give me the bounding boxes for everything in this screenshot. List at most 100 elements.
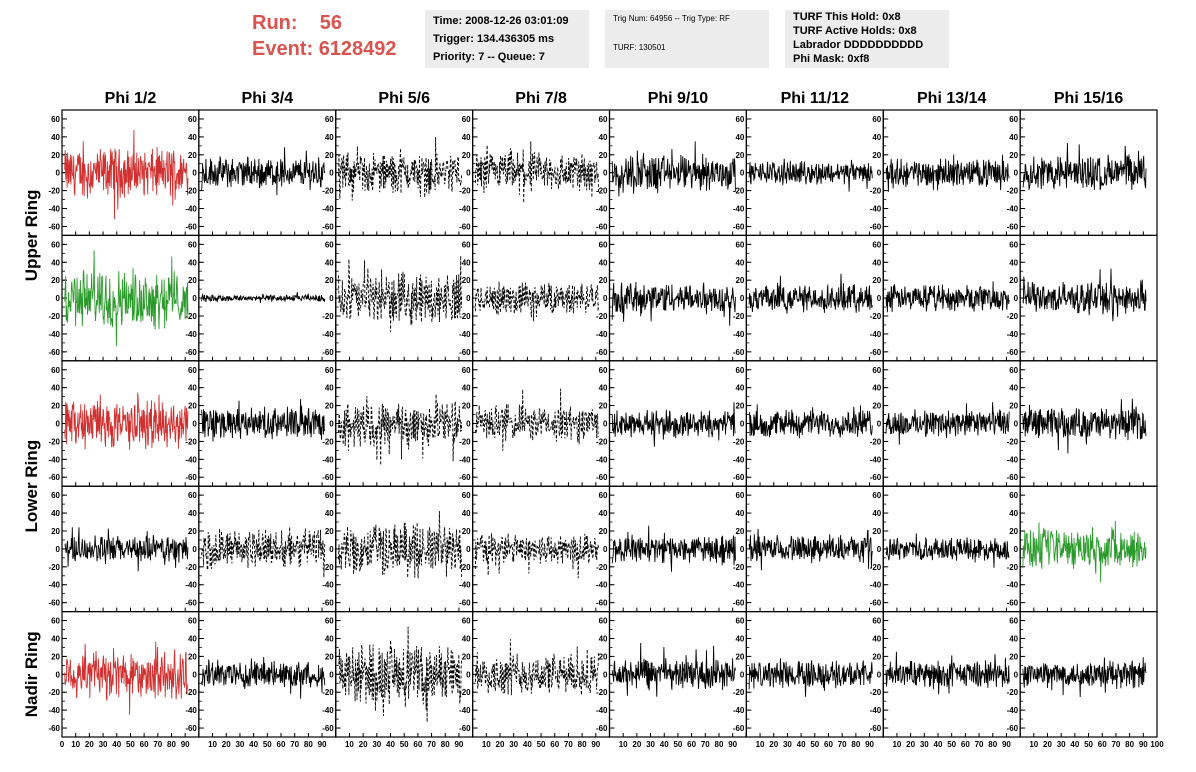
y-tick-label: -40 — [459, 330, 471, 339]
waveform-panel: -60 -40 -20 0 20 40 60 — [48, 360, 200, 487]
y-tick-label: 0 — [603, 169, 608, 178]
waveform-line — [338, 394, 463, 466]
y-tick-label: 0 — [1014, 545, 1019, 554]
y-tick-label: 40 — [872, 258, 881, 267]
y-tick-label: -60 — [596, 599, 608, 608]
x-tick-label: 70 — [975, 740, 984, 749]
y-tick-label: -40 — [596, 581, 608, 590]
y-tick-label: 20 — [735, 652, 744, 661]
event-row: Event: 6128492 — [252, 36, 397, 62]
waveform-panel: -60 -40 -20 0 20 40 60 — [459, 234, 611, 362]
y-tick-label: -60 — [870, 473, 882, 482]
y-tick-label: -60 — [870, 348, 882, 357]
waveform-panel: -60 -40 -20 0 20 40 60 — [1007, 485, 1158, 613]
x-tick-label: 40 — [112, 740, 121, 749]
y-tick-label: 60 — [188, 115, 197, 124]
x-tick-label: 30 — [1057, 740, 1066, 749]
y-tick-label: 20 — [51, 402, 60, 411]
waveform-panel: -60 -40 -20 0 20 40 60 — [1007, 234, 1158, 362]
x-tick-label: 50 — [537, 740, 546, 749]
x-tick-label: 20 — [222, 740, 231, 749]
y-tick-label: -20 — [1007, 437, 1019, 446]
y-tick-label: -60 — [322, 473, 334, 482]
y-tick-label: 40 — [325, 384, 334, 393]
column-title: Phi 1/2 — [105, 90, 157, 107]
y-tick-label: -60 — [596, 724, 608, 733]
waveform-panel: -60 -40 -20 0 20 40 60 — [459, 610, 611, 738]
y-tick-label: 20 — [188, 276, 197, 285]
y-tick-label: 0 — [466, 670, 471, 679]
waveform-panel: -60 -40 -20 0 20 40 60 — [185, 610, 337, 738]
time-text: Time: 2008-12-26 03:01:09 — [433, 15, 569, 27]
waveform-line — [1022, 268, 1147, 322]
waveform-panel: -60 -40 -20 0 20 40 60 — [459, 360, 611, 487]
phi-mask-text: Phi Mask: 0xf8 — [793, 53, 870, 65]
y-tick-label: -60 — [1007, 348, 1019, 357]
y-tick-label: 60 — [1009, 366, 1018, 375]
y-tick-label: -40 — [1007, 330, 1019, 339]
y-tick-label: 40 — [325, 634, 334, 643]
waveform-line — [64, 392, 189, 450]
x-tick-label: 60 — [413, 740, 422, 749]
y-tick-label: -20 — [185, 688, 197, 697]
y-tick-label: 20 — [735, 151, 744, 160]
y-tick-label: -40 — [48, 330, 60, 339]
x-tick-label: 100 — [1150, 740, 1164, 749]
y-tick-label: 60 — [872, 491, 881, 500]
x-tick-label: 30 — [235, 740, 244, 749]
y-tick-label: -60 — [733, 222, 745, 231]
y-tick-label: 0 — [603, 294, 608, 303]
x-tick-label: 80 — [441, 740, 450, 749]
panel-frame — [198, 485, 337, 613]
waveform-line — [201, 147, 326, 196]
y-tick-label: 40 — [188, 509, 197, 518]
y-tick-label: 0 — [329, 294, 334, 303]
y-tick-label: -20 — [48, 187, 60, 196]
x-tick-label: 70 — [701, 740, 710, 749]
y-tick-label: -60 — [733, 599, 745, 608]
waveform-panel: -60 -40 -20 0 20 40 60 — [596, 234, 747, 362]
y-tick-label: 20 — [1009, 151, 1018, 160]
y-tick-label: 40 — [872, 384, 881, 393]
y-tick-label: -60 — [459, 348, 471, 357]
y-tick-label: -40 — [48, 581, 60, 590]
y-tick-label: 20 — [735, 527, 744, 536]
waveform-panel: -60 -40 -20 0 20 40 60 — [596, 485, 747, 613]
y-tick-label: 60 — [462, 115, 471, 124]
y-tick-label: 0 — [192, 169, 197, 178]
y-tick-label: -60 — [596, 348, 608, 357]
y-tick-label: 20 — [325, 527, 334, 536]
waveform-line — [885, 651, 1010, 695]
waveform-line — [64, 129, 189, 220]
x-tick-label: 90 — [1139, 740, 1148, 749]
x-tick-label: 40 — [386, 740, 395, 749]
y-tick-label: 40 — [325, 509, 334, 518]
y-tick-label: -20 — [459, 187, 471, 196]
ring-label: Upper Ring — [22, 190, 41, 282]
x-tick-label: 50 — [810, 740, 819, 749]
y-tick-label: 40 — [188, 384, 197, 393]
y-tick-label: 60 — [325, 617, 334, 626]
waveform-panel: -60 -40 -20 0 20 40 60 — [322, 109, 474, 237]
x-tick-label: 30 — [372, 740, 381, 749]
waveform-line — [474, 141, 599, 204]
y-tick-label: -20 — [870, 563, 882, 572]
y-tick-label: -20 — [459, 312, 471, 321]
x-tick-label: 30 — [920, 740, 929, 749]
event-value: 6128492 — [318, 38, 397, 60]
x-tick-label: 10 — [71, 740, 80, 749]
waveform-panel: -60 -40 -20 0 20 40 60 — [870, 485, 1021, 613]
y-tick-label: 60 — [188, 617, 197, 626]
y-tick-label: 40 — [188, 133, 197, 142]
y-tick-label: 40 — [51, 634, 60, 643]
waveform-panel: -60 -40 -20 0 20 40 60 — [322, 360, 474, 487]
x-tick-label: 80 — [304, 740, 313, 749]
y-tick-label: 60 — [1009, 617, 1018, 626]
x-tick-label: 70 — [838, 740, 847, 749]
priority-text: Priority: 7 -- Queue: 7 — [433, 51, 545, 63]
y-tick-label: -60 — [322, 724, 334, 733]
waveform-panel: -60 -40 -20 0 20 40 60 — [48, 109, 200, 237]
y-tick-label: -20 — [459, 688, 471, 697]
waveform-panel: -60 -40 -20 0 20 40 60 — [1007, 109, 1158, 237]
y-tick-label: 20 — [599, 652, 608, 661]
